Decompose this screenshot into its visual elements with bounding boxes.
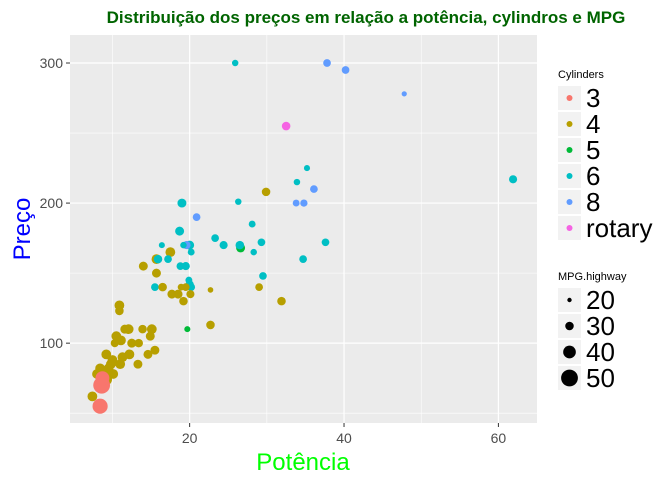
legend-size-label: 40 xyxy=(586,337,615,367)
data-point xyxy=(176,262,185,270)
data-point xyxy=(211,234,219,242)
legend-size-label: 30 xyxy=(586,311,615,341)
legend-color-key xyxy=(566,121,573,127)
x-tick-label: 40 xyxy=(336,430,352,446)
data-point xyxy=(261,187,271,197)
chart-title: Distribuição dos preços em relação a pot… xyxy=(107,8,626,27)
data-point xyxy=(231,59,239,67)
legend-color-key xyxy=(566,225,573,231)
data-point xyxy=(87,391,98,402)
data-point xyxy=(509,175,518,184)
data-point xyxy=(323,59,331,67)
data-point xyxy=(164,255,172,263)
x-tick-label: 20 xyxy=(182,430,198,446)
data-point xyxy=(219,241,228,250)
data-point xyxy=(303,165,311,172)
data-point xyxy=(101,349,112,360)
legend-color-label: 3 xyxy=(586,83,600,113)
data-point xyxy=(257,238,266,247)
legend-size-label: 50 xyxy=(586,363,615,393)
data-point xyxy=(138,261,148,271)
data-point xyxy=(401,91,407,97)
legend-cylinders-title: Cylinders xyxy=(558,69,604,81)
data-point xyxy=(206,320,215,330)
data-point xyxy=(115,359,126,370)
data-point xyxy=(187,248,195,256)
y-axis-label: Preço xyxy=(9,198,36,261)
data-point xyxy=(143,349,153,359)
legend-size-key xyxy=(567,297,572,303)
data-point xyxy=(281,121,291,131)
data-point xyxy=(235,240,245,250)
data-point xyxy=(110,339,119,348)
legend-color-label: 5 xyxy=(586,135,600,165)
data-point xyxy=(299,255,307,263)
data-point xyxy=(186,290,195,299)
legend-color-label: 8 xyxy=(586,187,600,217)
legend-color-key xyxy=(566,95,573,101)
x-axis-label: Potência xyxy=(256,449,350,476)
data-point xyxy=(277,296,286,306)
data-point xyxy=(250,248,257,256)
data-point xyxy=(235,198,242,205)
data-point xyxy=(255,283,263,291)
data-point xyxy=(92,398,108,414)
legend-color-label: 4 xyxy=(586,109,600,139)
data-point xyxy=(300,199,308,207)
data-point xyxy=(146,324,157,335)
legend-color-label: 6 xyxy=(586,161,600,191)
legend-size-key xyxy=(561,369,578,387)
data-point xyxy=(153,254,163,264)
data-point xyxy=(180,241,187,249)
legend-mpg-highway-title: MPG.highway xyxy=(558,271,627,283)
data-point xyxy=(321,238,330,247)
data-point xyxy=(151,268,161,278)
data-point xyxy=(120,324,130,334)
y-tick-label: 300 xyxy=(40,55,64,71)
data-point xyxy=(179,296,188,306)
data-point xyxy=(341,66,350,74)
legend-size-key xyxy=(565,321,574,331)
data-point xyxy=(259,272,267,280)
data-points xyxy=(87,59,518,414)
data-point xyxy=(158,282,167,292)
legend-color-key xyxy=(566,147,573,153)
data-point xyxy=(167,289,177,299)
axes: 20 40 60 100 200 300 xyxy=(40,55,507,446)
legend-color-key xyxy=(566,199,573,205)
data-point xyxy=(158,242,165,249)
legend-color-key xyxy=(566,173,573,179)
legend-size-key xyxy=(563,345,576,359)
data-point xyxy=(151,283,159,291)
data-point xyxy=(177,283,185,291)
data-point xyxy=(184,326,191,333)
data-point xyxy=(310,185,318,193)
legend-color-label: rotary xyxy=(586,213,652,243)
data-point xyxy=(192,213,201,221)
y-tick-label: 100 xyxy=(40,335,64,351)
data-point xyxy=(177,198,187,208)
y-tick-label: 200 xyxy=(40,195,64,211)
x-tick-label: 60 xyxy=(491,430,507,446)
data-point xyxy=(115,306,124,316)
data-point xyxy=(293,178,301,186)
legend-size-label: 20 xyxy=(586,285,615,315)
data-point xyxy=(150,345,160,355)
data-point xyxy=(95,371,110,386)
data-point xyxy=(248,220,256,228)
data-point xyxy=(207,287,214,293)
data-point xyxy=(173,289,183,299)
data-point xyxy=(181,262,190,271)
data-point xyxy=(292,199,300,207)
data-point xyxy=(175,226,185,236)
data-point xyxy=(127,338,137,348)
data-point xyxy=(133,359,143,369)
data-point xyxy=(145,331,155,341)
data-point xyxy=(165,247,176,257)
data-point xyxy=(138,324,147,334)
data-point xyxy=(134,338,143,348)
